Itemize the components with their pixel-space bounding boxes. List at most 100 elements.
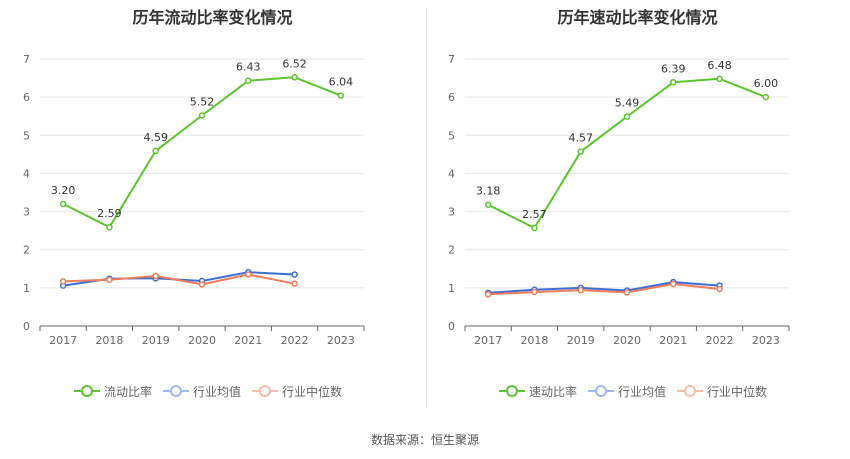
- legend-swatch-icon: [499, 385, 525, 397]
- y-tick-label: 4: [448, 167, 455, 180]
- data-label: 6.00: [754, 77, 779, 90]
- legend-swatch-marker: [170, 385, 182, 397]
- series-line: [62, 271, 295, 287]
- legend-swatch-icon: [163, 385, 189, 397]
- data-point: [198, 281, 206, 288]
- x-tick-label: 2023: [752, 334, 780, 347]
- chart-legend: 速动比率 行业均值 行业中位数: [425, 382, 850, 400]
- data-label: 5.49: [615, 97, 640, 110]
- data-label: 5.52: [190, 95, 215, 108]
- data-point: [623, 113, 631, 120]
- legend-label: 流动比率: [104, 385, 153, 399]
- chart-plot: 0 1 2 3 4 5 6 7 2017 2018 2019 2020 2021 2022 2023 3.18…: [448, 53, 790, 347]
- data-label: 6.52: [282, 57, 307, 70]
- chart-quick-ratio: 历年速动比率变化情况 0 1 2 3 4 5 6 7 2017 2018 2019 2020 2021 2…: [425, 0, 850, 420]
- legend-swatch-marker: [684, 385, 696, 397]
- data-point: [291, 271, 298, 278]
- x-tick-label: 2021: [659, 334, 687, 347]
- legend-swatch-icon: [588, 385, 614, 397]
- legend-label: 行业均值: [193, 385, 242, 399]
- y-tick-label: 5: [23, 129, 30, 142]
- legend-swatch-marker: [595, 385, 607, 397]
- data-point: [577, 286, 584, 294]
- data-point: [716, 75, 723, 83]
- x-tick-label: 2018: [520, 334, 548, 347]
- data-label: 2.57: [522, 208, 547, 221]
- series-line: [63, 273, 295, 286]
- chart-legend: 流动比率 行业均值 行业中位数: [0, 382, 425, 400]
- x-tick-label: 2023: [327, 334, 355, 347]
- data-point: [531, 224, 538, 232]
- data-point: [59, 278, 67, 285]
- data-label: 2.59: [97, 207, 122, 220]
- x-tick-label: 2021: [234, 334, 262, 347]
- data-label: 4.59: [143, 131, 168, 144]
- data-point: [198, 112, 206, 119]
- chart-title: 历年流动比率变化情况: [132, 8, 293, 27]
- data-point: [670, 280, 677, 288]
- y-tick-label: 1: [448, 282, 455, 295]
- legend-swatch-marker: [506, 385, 518, 397]
- x-tick-label: 2022: [281, 334, 309, 347]
- y-tick-label: 1: [23, 282, 30, 295]
- data-point: [245, 77, 252, 84]
- series-line: [488, 281, 720, 294]
- legend-swatch-marker: [81, 385, 93, 397]
- data-point: [59, 200, 67, 208]
- data-label: 6.48: [707, 59, 732, 72]
- y-tick-label: 0: [23, 320, 30, 333]
- data-point: [337, 92, 345, 99]
- data-point: [245, 271, 252, 278]
- data-point: [106, 276, 113, 284]
- legend-swatch-icon: [677, 385, 703, 397]
- data-point: [670, 79, 677, 86]
- data-point: [291, 280, 298, 287]
- x-tick-label: 2019: [142, 334, 170, 347]
- chart-title: 历年速动比率变化情况: [557, 8, 718, 27]
- data-point: [623, 289, 631, 296]
- legend-label: 行业中位数: [707, 385, 768, 399]
- x-tick-label: 2019: [567, 334, 595, 347]
- data-point: [762, 93, 770, 101]
- y-tick-label: 3: [448, 206, 455, 219]
- x-tick-label: 2020: [188, 334, 216, 347]
- y-tick-label: 0: [448, 320, 455, 333]
- legend-swatch-icon: [74, 385, 100, 397]
- legend-label: 行业均值: [618, 385, 667, 399]
- x-tick-label: 2018: [95, 334, 123, 347]
- data-point: [716, 285, 723, 293]
- x-tick-label: 2022: [706, 334, 734, 347]
- chart-plot: 0 1 2 3 4 5 6 7 2017 2018 2019 2020 2021 2022 2023 3.20…: [23, 53, 365, 347]
- y-tick-label: 2: [448, 244, 455, 257]
- data-label: 4.57: [568, 132, 593, 145]
- legend-label: 行业中位数: [282, 385, 343, 399]
- y-tick-label: 7: [23, 53, 30, 66]
- y-tick-label: 2: [23, 244, 30, 257]
- data-source-note: 数据来源：恒生聚源: [370, 433, 479, 447]
- data-point: [484, 291, 492, 298]
- data-label: 6.39: [661, 62, 686, 75]
- chart-current-ratio: 历年流动比率变化情况 0 1 2 3 4 5 6 7 2017 2018 2019 2020 2021 2…: [0, 0, 425, 420]
- x-tick-label: 2017: [49, 334, 77, 347]
- data-label: 3.20: [51, 184, 76, 197]
- y-tick-label: 6: [23, 91, 30, 104]
- data-point: [291, 74, 298, 81]
- panel-divider: [426, 8, 427, 408]
- data-label: 6.04: [329, 76, 354, 89]
- data-point: [152, 147, 159, 155]
- data-label: 3.18: [476, 185, 501, 198]
- data-point: [106, 223, 113, 231]
- legend-label: 速动比率: [529, 385, 578, 399]
- data-point: [152, 272, 159, 280]
- y-tick-label: 7: [448, 53, 455, 66]
- series-line: [488, 283, 720, 296]
- legend-swatch-icon: [252, 385, 278, 397]
- y-tick-label: 4: [23, 167, 30, 180]
- y-tick-label: 6: [448, 91, 455, 104]
- data-point: [531, 288, 538, 296]
- x-tick-label: 2017: [474, 334, 502, 347]
- y-tick-label: 5: [448, 129, 455, 142]
- data-point: [484, 201, 492, 208]
- legend-swatch-marker: [259, 385, 271, 397]
- data-point: [577, 148, 584, 155]
